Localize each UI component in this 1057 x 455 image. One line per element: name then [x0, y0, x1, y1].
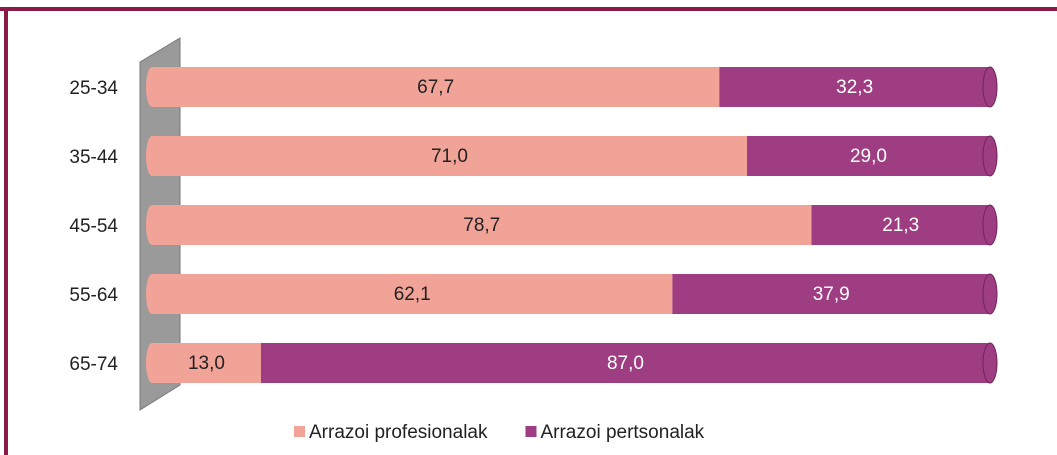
y-tick-label: 35-44 — [69, 147, 118, 168]
data-label: 29,0 — [850, 146, 887, 167]
data-label: 67,7 — [417, 77, 454, 98]
bar-segment — [152, 136, 747, 176]
y-tick-label: 55-64 — [69, 285, 118, 306]
bar-end-cap — [982, 135, 998, 177]
y-tick-label: 45-54 — [69, 216, 118, 237]
data-label: 37,9 — [813, 284, 850, 305]
legend-label: Arrazoi pertsonalak — [540, 422, 704, 443]
bar-segment — [152, 205, 812, 245]
data-label: 71,0 — [431, 146, 468, 167]
y-tick-label: 65-74 — [69, 354, 118, 375]
data-label: 32,3 — [836, 77, 873, 98]
plot: 25-34 67,7 32,3 35-44 71,0 29,0 45-54 78,7 21,3 5… — [69, 66, 998, 384]
data-label: 21,3 — [882, 215, 919, 236]
bar-segment — [672, 274, 990, 314]
legend-swatch — [294, 426, 305, 437]
bar-end-cap — [982, 342, 998, 384]
data-label: 87,0 — [607, 353, 644, 374]
bar-end-cap — [982, 66, 998, 108]
bar-end-cap — [982, 204, 998, 246]
bar-segment — [719, 67, 990, 107]
legend: Arrazoi profesionalak Arrazoi pertsonalak — [294, 422, 705, 443]
bar-segment — [746, 136, 990, 176]
bar-end-cap — [982, 273, 998, 315]
data-label: 62,1 — [394, 284, 431, 305]
y-tick-label: 25-34 — [69, 78, 118, 99]
bar-segment — [260, 343, 990, 383]
bar-segment — [811, 205, 990, 245]
data-label: 78,7 — [463, 215, 500, 236]
data-label: 13,0 — [188, 353, 225, 374]
bar-segment — [152, 67, 720, 107]
legend-label: Arrazoi profesionalak — [309, 422, 488, 443]
bar-segment — [152, 343, 261, 383]
legend-swatch — [525, 426, 537, 437]
bar-segment — [152, 274, 673, 314]
